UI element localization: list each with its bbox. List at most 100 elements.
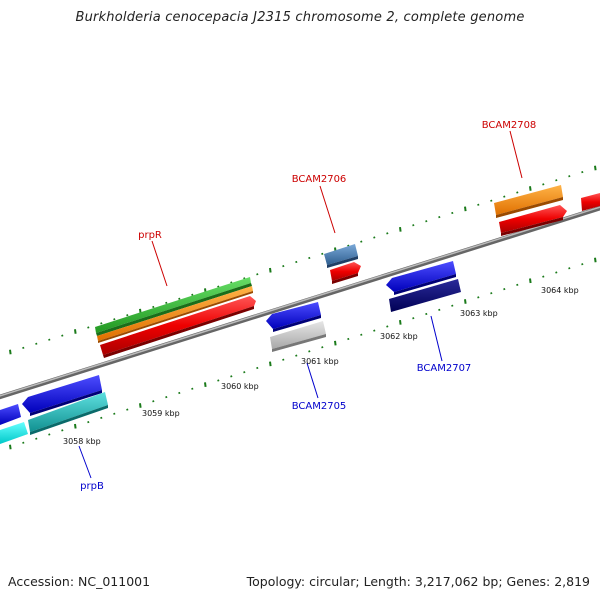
- minor-tick: [217, 379, 220, 382]
- minor-tick: [438, 308, 441, 312]
- minor-tick: [48, 433, 51, 436]
- minor-tick: [568, 267, 571, 270]
- minor-tick: [295, 354, 298, 357]
- minor-tick: [113, 318, 116, 321]
- minor-tick: [35, 437, 38, 440]
- major-tick: [9, 349, 12, 355]
- minor-tick: [516, 283, 519, 287]
- gene-label-BCAM2706[interactable]: BCAM2706: [292, 174, 347, 185]
- major-tick: [74, 423, 77, 429]
- minor-tick: [217, 285, 220, 288]
- minor-tick: [542, 183, 545, 186]
- gene-label-prpB[interactable]: prpB: [80, 481, 104, 492]
- major-tick: [594, 257, 597, 263]
- minor-tick: [178, 391, 181, 395]
- minor-tick: [113, 412, 116, 415]
- minor-tick: [451, 211, 454, 215]
- major-tick: [9, 444, 12, 450]
- minor-tick: [386, 232, 389, 235]
- minor-tick: [308, 256, 311, 260]
- minor-tick: [477, 296, 480, 299]
- minor-tick: [386, 325, 389, 328]
- major-tick: [594, 165, 597, 171]
- gene-BCAM2705[interactable]: [266, 302, 321, 332]
- minor-tick: [256, 273, 259, 276]
- minor-tick: [100, 416, 103, 420]
- minor-tick: [282, 358, 285, 361]
- gene-prpR[interactable]: [100, 296, 256, 358]
- inner-tick-track: [9, 257, 597, 450]
- gene-label-BCAM2708[interactable]: BCAM2708: [482, 120, 537, 131]
- minor-tick: [22, 441, 25, 444]
- genome-summary: Topology: circular; Length: 3,217,062 bp…: [246, 574, 590, 589]
- gene-BCAM2708[interactable]: [499, 205, 567, 236]
- major-tick: [269, 267, 272, 273]
- gene-label-BCAM2707[interactable]: BCAM2707: [417, 363, 472, 374]
- minor-tick: [126, 408, 129, 411]
- major-tick: [74, 329, 77, 334]
- minor-tick: [100, 322, 103, 325]
- minor-tick: [321, 346, 324, 349]
- gene-edge-left-aqua[interactable]: [0, 422, 28, 444]
- minor-tick: [477, 203, 480, 206]
- gene-prpR-orange[interactable]: [97, 286, 253, 343]
- scale-label: 3060 kbp: [221, 382, 259, 391]
- minor-tick: [308, 350, 311, 353]
- outer-tick-track: [9, 165, 597, 355]
- minor-tick: [48, 338, 51, 341]
- minor-tick: [373, 236, 376, 239]
- chromosome-backbone: [0, 205, 600, 400]
- gene-prpB-cyan[interactable]: [28, 392, 108, 435]
- gene-label-BCAM2705[interactable]: BCAM2705: [292, 401, 347, 412]
- minor-tick: [568, 175, 571, 178]
- minor-tick: [425, 220, 428, 223]
- minor-tick: [373, 329, 376, 332]
- scale-label: 3064 kbp: [541, 286, 579, 295]
- gene-prpB[interactable]: [22, 375, 102, 416]
- minor-tick: [412, 317, 415, 320]
- minor-tick: [191, 293, 194, 296]
- gene-prpR-green[interactable]: [95, 277, 252, 336]
- scale-label: 3063 kbp: [460, 309, 498, 318]
- gene-label-prpR[interactable]: prpR: [138, 230, 162, 241]
- minor-tick: [87, 326, 90, 329]
- gene-edge-left-blue[interactable]: [0, 404, 21, 425]
- gene-BCAM2707[interactable]: [386, 261, 456, 295]
- minor-tick: [152, 305, 155, 309]
- label-leaders: [78, 130, 523, 479]
- map-title: Burkholderia cenocepacia J2315 chromosom…: [75, 10, 525, 25]
- minor-tick: [243, 371, 246, 374]
- minor-tick: [61, 429, 64, 432]
- minor-tick: [191, 387, 194, 390]
- minor-tick: [321, 252, 324, 256]
- minor-tick: [581, 170, 584, 174]
- gene-BCAM2705-grey[interactable]: [270, 321, 326, 352]
- gene-BCAM2707-navy[interactable]: [389, 279, 461, 312]
- major-tick: [464, 299, 467, 304]
- minor-tick: [152, 400, 155, 403]
- minor-tick: [282, 264, 285, 268]
- minor-tick: [22, 346, 25, 350]
- gene-BCAM2708-orange[interactable]: [494, 185, 563, 218]
- minor-tick: [295, 260, 298, 264]
- minor-tick: [256, 366, 259, 370]
- minor-tick: [516, 191, 519, 194]
- minor-tick: [178, 297, 181, 300]
- major-tick: [464, 206, 467, 212]
- minor-tick: [126, 314, 129, 317]
- minor-tick: [347, 337, 350, 341]
- gene-BCAM2706[interactable]: [330, 262, 361, 284]
- major-tick: [529, 186, 532, 191]
- minor-tick: [542, 275, 545, 278]
- major-tick: [399, 226, 402, 232]
- gene-edge-right[interactable]: [581, 193, 600, 211]
- minor-tick: [490, 199, 493, 202]
- minor-tick: [230, 375, 233, 378]
- gene-BCAM2706-steel[interactable]: [324, 244, 358, 268]
- minor-tick: [555, 271, 558, 274]
- scale-label: 3062 kbp: [380, 332, 418, 341]
- minor-tick: [555, 179, 558, 182]
- minor-tick: [503, 287, 506, 291]
- minor-tick: [490, 292, 493, 295]
- minor-tick: [165, 301, 168, 305]
